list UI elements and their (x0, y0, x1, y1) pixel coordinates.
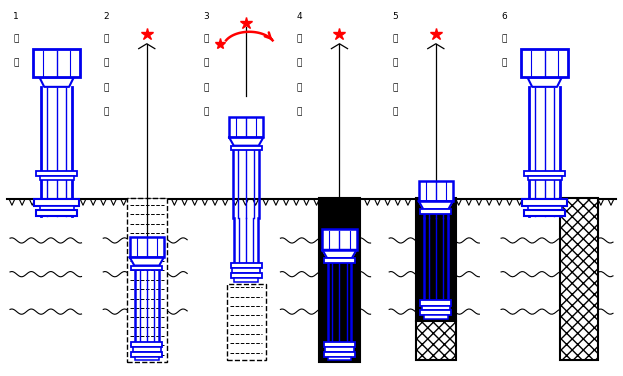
Bar (227, 284, 265, 360)
Text: 液: 液 (103, 35, 109, 43)
Bar (528, 176, 562, 180)
Bar (419, 180, 453, 201)
Bar (528, 206, 562, 210)
Text: 下: 下 (297, 83, 302, 92)
Text: 位: 位 (14, 59, 19, 68)
Bar (424, 315, 448, 319)
Text: 坑: 坑 (103, 108, 109, 117)
Bar (234, 278, 258, 282)
Text: 孔: 孔 (203, 59, 209, 68)
Bar (231, 273, 262, 278)
Bar (36, 210, 77, 217)
Bar (521, 49, 568, 77)
Bar (131, 352, 162, 356)
Bar (231, 263, 262, 268)
Bar (126, 199, 167, 362)
Text: 完: 完 (502, 35, 507, 43)
Bar (131, 341, 162, 347)
Bar (525, 171, 565, 176)
Polygon shape (229, 137, 264, 146)
Bar (559, 199, 598, 360)
Text: 升: 升 (392, 108, 398, 117)
Text: 提: 提 (203, 83, 209, 92)
Bar (416, 199, 456, 321)
Text: 量: 量 (297, 35, 302, 43)
Text: 5: 5 (392, 12, 398, 21)
Text: 6: 6 (502, 12, 507, 21)
Bar (135, 356, 159, 360)
Text: 上: 上 (392, 83, 398, 92)
Bar (324, 258, 355, 262)
Text: 升: 升 (203, 108, 209, 117)
Bar (416, 321, 456, 360)
Bar (421, 209, 451, 214)
Text: 坑: 坑 (297, 108, 302, 117)
Polygon shape (528, 77, 562, 87)
Bar (422, 306, 450, 311)
Bar (325, 347, 354, 352)
Bar (231, 146, 262, 150)
Polygon shape (39, 77, 74, 87)
Bar (131, 265, 163, 270)
Bar (421, 300, 451, 306)
Text: 成: 成 (502, 59, 507, 68)
Polygon shape (419, 201, 453, 209)
Bar (229, 117, 264, 137)
Bar (319, 199, 359, 362)
Bar (328, 356, 351, 360)
Bar (33, 49, 80, 77)
Text: 孔: 孔 (297, 59, 302, 68)
Text: 量: 量 (392, 35, 398, 43)
Text: 4: 4 (297, 12, 302, 21)
Polygon shape (322, 250, 356, 258)
Text: 定: 定 (14, 35, 19, 43)
Bar (324, 341, 355, 347)
Bar (36, 171, 77, 176)
Text: 1: 1 (13, 12, 19, 21)
Text: 孔: 孔 (392, 59, 398, 68)
Bar (39, 206, 74, 210)
Bar (421, 311, 451, 315)
Bar (133, 347, 161, 352)
Text: 2: 2 (103, 12, 109, 21)
Text: 3: 3 (203, 12, 209, 21)
Bar (324, 352, 355, 356)
Bar (130, 237, 164, 257)
Text: 钒: 钒 (203, 35, 209, 43)
Bar (525, 210, 565, 217)
Polygon shape (130, 257, 164, 265)
Text: 下: 下 (103, 83, 109, 92)
Text: 压: 压 (103, 59, 109, 68)
Bar (522, 199, 567, 206)
Bar (232, 268, 260, 273)
Bar (39, 176, 74, 180)
Bar (322, 229, 356, 250)
Bar (34, 199, 79, 206)
